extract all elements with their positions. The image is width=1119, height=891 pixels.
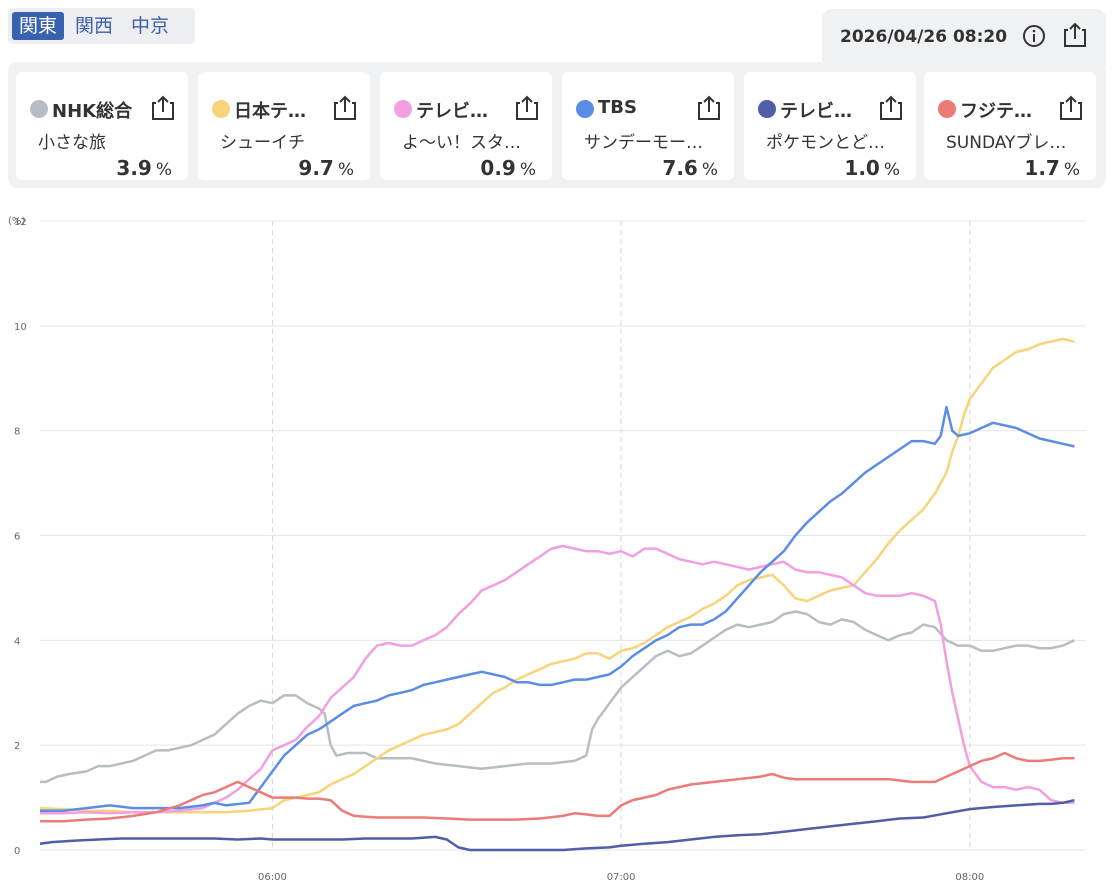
rating-unit: % xyxy=(519,160,536,180)
program-title: ポケモンとど… xyxy=(766,133,885,153)
share-icon[interactable] xyxy=(1058,94,1084,122)
program-title: SUNDAYブレ… xyxy=(946,133,1067,153)
region-tab-chukyo[interactable]: 中京 xyxy=(131,15,170,37)
x-tick-label: 08:00 xyxy=(955,872,984,883)
y-tick-label: 0 xyxy=(14,846,20,857)
series-line xyxy=(40,544,1075,815)
channel-name: テレビ… xyxy=(780,101,852,122)
rating-value: 9.7% xyxy=(298,156,354,180)
rating-value: 0.9% xyxy=(480,156,536,180)
series-line xyxy=(40,751,1075,823)
rating-unit: % xyxy=(337,160,354,180)
channel-name: NHK総合 xyxy=(52,101,133,122)
channel-color-dot xyxy=(394,100,412,118)
y-tick-label: 4 xyxy=(14,636,20,647)
share-icon[interactable] xyxy=(1062,21,1088,49)
y-tick-label: 2 xyxy=(14,741,20,752)
region-tab-kansai[interactable]: 関西 xyxy=(75,15,114,37)
channel-name: 日本テ… xyxy=(234,101,306,122)
rating-value: 1.7% xyxy=(1024,156,1080,180)
series-line xyxy=(40,405,1075,812)
channel-color-dot xyxy=(212,100,230,118)
channel-card[interactable]: NHK総合 小さな旅 3.9% xyxy=(16,72,188,180)
region-tab-kanto[interactable]: 関東 xyxy=(12,12,65,40)
rating-value: 7.6% xyxy=(662,156,718,180)
y-tick-label: 12 xyxy=(14,217,27,228)
rating-line-chart: (%) 0 2 4 6 8 10 12 06:00 07:00 08:00 xyxy=(8,216,1086,883)
series-line xyxy=(39,798,1075,852)
rating-unit: % xyxy=(701,160,718,180)
x-tick-label: 07:00 xyxy=(607,872,636,883)
channel-card[interactable]: テレビ… よ〜い！スタ… 0.9% xyxy=(380,72,552,180)
timestamp-bar: 2026/04/26 08:20 xyxy=(822,9,1106,67)
program-title: 小さな旅 xyxy=(38,133,106,153)
y-axis-unit-label: (%) xyxy=(8,216,25,227)
share-icon[interactable] xyxy=(878,94,904,122)
channel-name: フジテ… xyxy=(960,101,1032,122)
channel-name: テレビ… xyxy=(416,101,488,122)
share-icon[interactable] xyxy=(514,94,540,122)
info-icon[interactable] xyxy=(1022,24,1046,48)
rating-unit: % xyxy=(155,160,172,180)
share-icon[interactable] xyxy=(696,94,722,122)
channel-panel: NHK総合 小さな旅 3.9% 日本テ… シューイチ 9.7% テレビ… よ〜い… xyxy=(8,62,1106,188)
y-tick-label: 6 xyxy=(14,532,20,543)
channel-color-dot xyxy=(938,100,956,118)
channel-card[interactable]: 日本テ… シューイチ 9.7% xyxy=(198,72,370,180)
series-line xyxy=(40,610,1075,784)
channel-color-dot xyxy=(758,100,776,118)
program-title: よ〜い！スタ… xyxy=(402,133,521,153)
channel-card[interactable]: フジテ… SUNDAYブレ… 1.7% xyxy=(924,72,1096,180)
y-tick-label: 10 xyxy=(14,322,27,333)
x-tick-label: 06:00 xyxy=(258,872,287,883)
program-title: サンデーモー… xyxy=(584,133,703,153)
rating-unit: % xyxy=(1063,160,1080,180)
share-icon[interactable] xyxy=(150,94,176,122)
channel-card[interactable]: TBS サンデーモー… 7.6% xyxy=(562,72,734,180)
channel-color-dot xyxy=(576,100,594,118)
rating-unit: % xyxy=(883,160,900,180)
region-tabs: 関東 関西 中京 xyxy=(8,8,195,44)
channel-color-dot xyxy=(30,100,48,118)
rating-value: 3.9% xyxy=(116,156,172,180)
series-line xyxy=(39,337,1075,814)
timestamp: 2026/04/26 08:20 xyxy=(840,27,1008,47)
program-title: シューイチ xyxy=(220,133,305,153)
y-tick-label: 8 xyxy=(14,427,20,438)
rating-value: 1.0% xyxy=(844,156,900,180)
share-icon[interactable] xyxy=(332,94,358,122)
channel-card[interactable]: テレビ… ポケモンとど… 1.0% xyxy=(744,72,916,180)
channel-name: TBS xyxy=(598,97,637,118)
